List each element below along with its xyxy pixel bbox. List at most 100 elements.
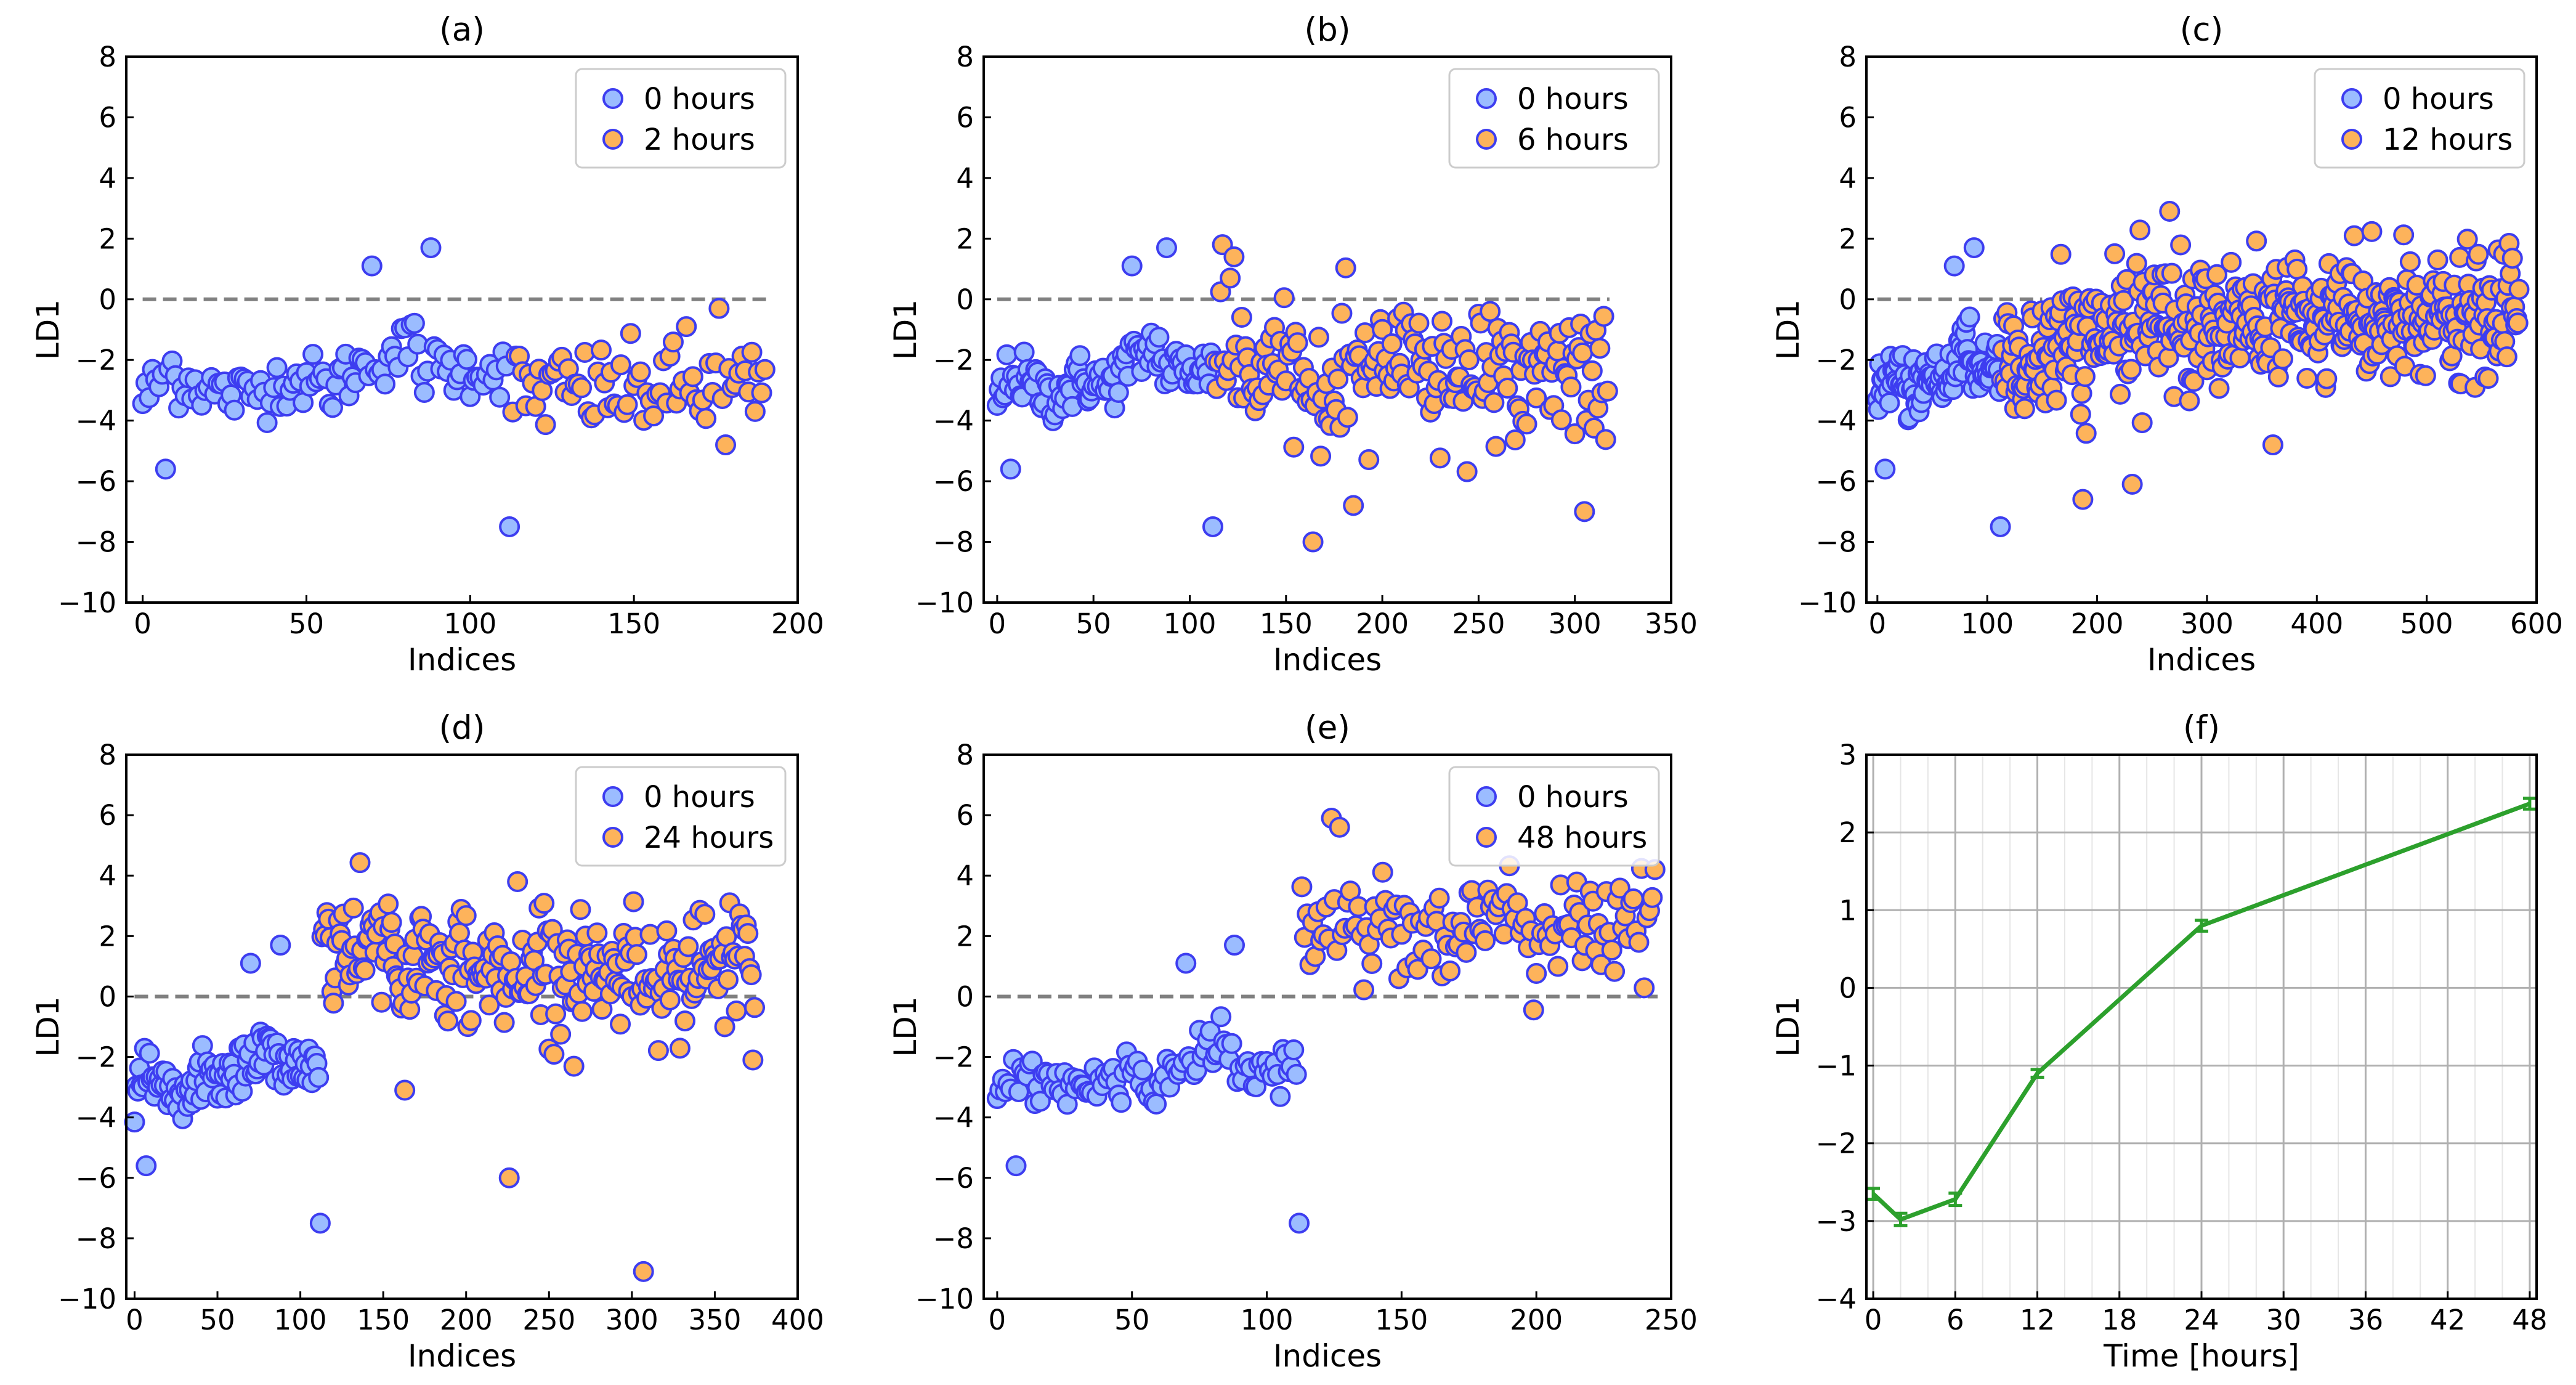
y-tick-label: −2 xyxy=(1816,1127,1857,1160)
legend-marker xyxy=(1476,129,1497,150)
point-12-hours xyxy=(2415,365,2436,386)
y-tick-label: 2 xyxy=(1839,816,1857,849)
point-0-hours xyxy=(1202,516,1223,537)
x-tick-label: 50 xyxy=(1076,607,1111,640)
y-tick-label: 0 xyxy=(956,980,974,1013)
point-24-hours xyxy=(563,1055,585,1077)
point-24-hours xyxy=(394,1079,416,1101)
point-24-hours xyxy=(460,1010,482,1031)
x-tick-label: 48 xyxy=(2512,1304,2547,1336)
point-12-hours xyxy=(2272,348,2293,370)
y-tick-label: 4 xyxy=(956,162,974,195)
y-tick-label: 6 xyxy=(99,101,116,134)
point-6-hours xyxy=(1381,333,1403,355)
point-24-hours xyxy=(610,1013,631,1035)
point-12-hours xyxy=(2072,489,2094,510)
point-12-hours xyxy=(2183,371,2205,392)
y-tick-label: −2 xyxy=(933,344,974,376)
point-24-hours xyxy=(694,903,716,925)
point-0-hours xyxy=(403,312,425,334)
point-12-hours xyxy=(2075,423,2097,444)
point-0-hours xyxy=(420,237,442,259)
point-6-hours xyxy=(1597,380,1618,402)
point-2-hours xyxy=(662,331,684,353)
legend-label: 0 hours xyxy=(644,82,755,116)
x-tick-label: 12 xyxy=(2020,1304,2055,1336)
panel-e: (e) Indices LD1 0 hours 48 hours 0 50 100 150 200… xyxy=(888,709,1698,1374)
point-0-hours xyxy=(1111,1092,1132,1113)
point-48-hours xyxy=(1642,887,1663,908)
point-0-hours xyxy=(413,381,435,403)
point-6-hours xyxy=(1572,342,1594,364)
x-tick-label: 50 xyxy=(289,607,324,640)
y-tick-label: −10 xyxy=(58,587,116,619)
y-tick-label: −4 xyxy=(1816,405,1857,437)
point-12-hours xyxy=(2262,434,2283,456)
point-2-hours xyxy=(643,405,665,427)
point-48-hours xyxy=(1420,948,1442,970)
point-0-hours xyxy=(1175,952,1197,974)
x-tick-label: 50 xyxy=(1114,1304,1149,1336)
point-6-hours xyxy=(1231,307,1252,328)
point-6-hours xyxy=(1308,327,1329,348)
x-tick-label: 0 xyxy=(126,1304,144,1336)
point-2-hours xyxy=(744,400,766,422)
point-24-hours xyxy=(533,893,555,914)
y-tick-label: 1 xyxy=(1839,894,1857,927)
point-0-hours xyxy=(375,373,396,395)
point-0-hours xyxy=(1224,935,1245,956)
point-12-hours xyxy=(2501,248,2523,269)
point-2-hours xyxy=(535,414,556,436)
point-0-hours xyxy=(1879,392,1900,413)
x-tick-label: 500 xyxy=(2400,607,2453,640)
point-0-hours xyxy=(139,1042,160,1064)
point-24-hours xyxy=(381,912,402,933)
x-tick-label: 150 xyxy=(607,607,660,640)
point-0-hours xyxy=(302,344,324,365)
y-tick-label: 6 xyxy=(1839,101,1857,134)
y-axis-label: LD1 xyxy=(30,299,66,360)
x-tick-label: 350 xyxy=(1645,607,1698,640)
x-tick-label: 200 xyxy=(2071,607,2124,640)
point-0-hours xyxy=(270,935,291,956)
point-12-hours xyxy=(2286,258,2308,280)
point-6-hours xyxy=(1287,332,1308,354)
y-tick-label: 0 xyxy=(99,283,116,316)
point-6-hours xyxy=(1497,378,1518,399)
x-tick-label: 100 xyxy=(1164,607,1217,640)
ld1-mean-line xyxy=(1871,802,2531,1222)
y-tick-label: 4 xyxy=(956,859,974,892)
x-tick-label: 150 xyxy=(1375,1304,1428,1336)
point-6-hours xyxy=(1593,306,1614,327)
point-6-hours xyxy=(1302,531,1324,553)
point-12-hours xyxy=(2131,412,2153,434)
y-tick-label: −4 xyxy=(76,1102,116,1134)
legend-box xyxy=(1448,766,1660,867)
legend-marker xyxy=(602,129,623,150)
point-24-hours xyxy=(742,1049,764,1071)
point-6-hours xyxy=(1337,407,1358,428)
y-tick-label: −6 xyxy=(76,1162,116,1195)
legend-marker xyxy=(602,786,623,807)
point-24-hours xyxy=(498,1167,520,1188)
point-0-hours xyxy=(1963,237,1985,259)
y-tick-label: −8 xyxy=(76,1222,116,1255)
point-6-hours xyxy=(1480,301,1501,322)
point-24-hours xyxy=(626,944,647,965)
panel-title: (a) xyxy=(439,11,485,49)
point-2-hours xyxy=(676,316,697,338)
point-2-hours xyxy=(630,361,651,383)
point-24-hours xyxy=(455,905,477,927)
x-tick-label: 42 xyxy=(2430,1304,2465,1336)
point-24-hours xyxy=(639,924,661,945)
x-tick-label: 24 xyxy=(2184,1304,2219,1336)
point-0-hours xyxy=(240,952,261,974)
point-12-hours xyxy=(2221,251,2242,273)
point-2-hours xyxy=(617,394,638,415)
point-48-hours xyxy=(1456,941,1477,963)
y-tick-label: −10 xyxy=(915,1283,974,1315)
point-12-hours xyxy=(2296,367,2318,389)
point-24-hours xyxy=(550,1023,572,1045)
point-24-hours xyxy=(570,899,591,920)
